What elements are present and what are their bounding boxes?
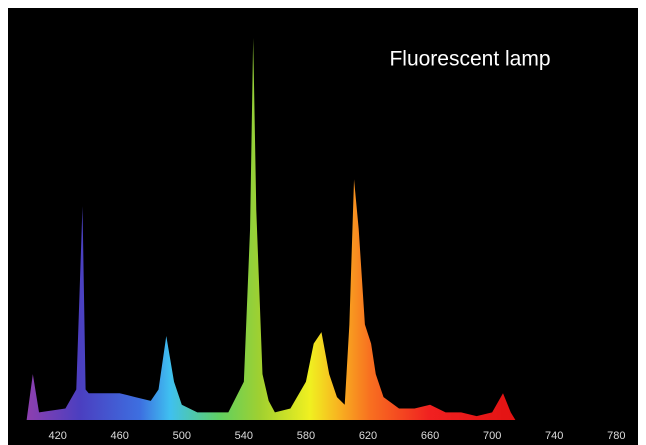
- x-tick-label: 540: [235, 430, 253, 442]
- x-tick-label: 420: [48, 430, 66, 442]
- spectrum-area: [26, 38, 617, 420]
- x-tick-label: 740: [545, 430, 563, 442]
- x-tick-label: 460: [111, 430, 129, 442]
- x-tick-label: 660: [421, 430, 439, 442]
- x-tick-label: 580: [297, 430, 315, 442]
- x-tick-label: 700: [483, 430, 501, 442]
- x-tick-label: 620: [359, 430, 377, 442]
- x-tick-label: 780: [607, 430, 625, 442]
- x-tick-label: 500: [173, 430, 191, 442]
- chart-title: Fluorescent lamp: [389, 48, 550, 71]
